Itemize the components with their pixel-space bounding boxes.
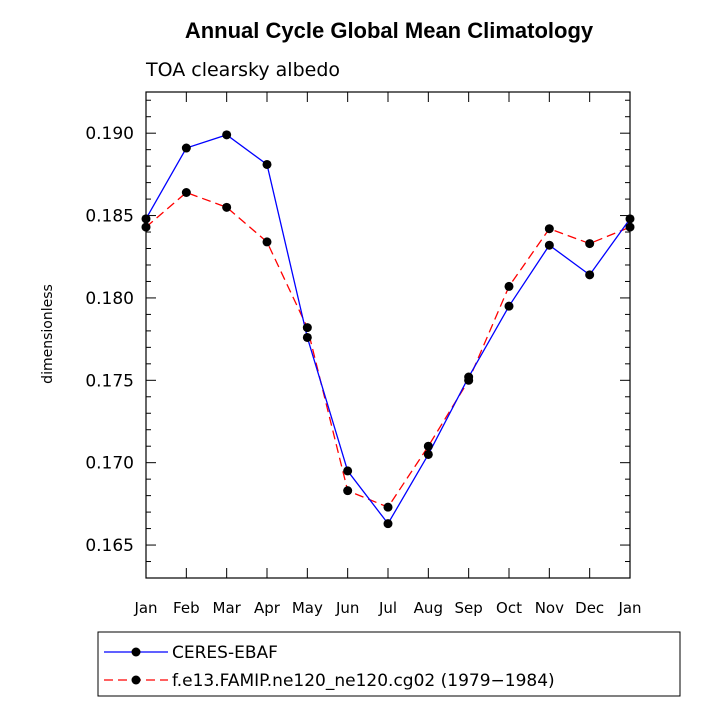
data-point <box>585 270 595 280</box>
data-point <box>544 224 554 234</box>
data-point <box>464 375 474 385</box>
chart-subtitle: TOA clearsky albedo <box>145 59 340 81</box>
y-tick-label: 0.180 <box>85 289 134 309</box>
x-tick-label: Dec <box>575 599 604 617</box>
x-tick-label: Mar <box>213 599 242 617</box>
data-point <box>423 441 433 451</box>
x-axis: Jan Feb Mar Apr May Jun Jul Aug Sep Oct Nov Dec Jan <box>133 92 642 617</box>
data-point <box>222 202 232 212</box>
data-point <box>302 323 312 333</box>
data-point <box>625 214 635 224</box>
data-point <box>181 143 191 153</box>
data-point <box>262 237 272 247</box>
data-point <box>383 502 393 512</box>
y-tick-label: 0.170 <box>85 454 134 474</box>
y-tick-label: 0.165 <box>85 536 134 556</box>
data-point <box>423 449 433 459</box>
data-point <box>181 187 191 197</box>
chart-title: Annual Cycle Global Mean Climatology <box>185 18 594 43</box>
y-axis: 0.165 0.170 0.175 0.180 0.185 0.190 <box>85 99 630 579</box>
data-point <box>504 281 514 291</box>
y-tick-label: 0.175 <box>85 371 134 391</box>
data-point <box>625 222 635 232</box>
series-layer <box>141 130 635 529</box>
x-tick-label: Jan <box>617 599 641 617</box>
x-tick-label: Apr <box>254 599 281 617</box>
data-point <box>383 519 393 529</box>
legend-marker <box>131 647 141 657</box>
data-point <box>585 239 595 249</box>
data-point <box>343 486 353 496</box>
legend-marker <box>131 675 141 685</box>
x-tick-label: Oct <box>496 599 522 617</box>
data-point <box>302 332 312 342</box>
legend-label: CERES-EBAF <box>172 643 278 663</box>
data-point <box>141 214 151 224</box>
series-line <box>145 134 631 525</box>
data-point <box>544 240 554 250</box>
y-tick-label: 0.190 <box>85 124 134 144</box>
series-line <box>145 191 631 508</box>
y-axis-label: dimensionless <box>40 284 56 384</box>
x-tick-label: Aug <box>414 599 443 617</box>
x-tick-label: Sep <box>455 599 483 617</box>
data-point <box>222 130 232 140</box>
x-tick-label: Nov <box>535 599 564 617</box>
y-tick-label: 0.185 <box>85 207 134 227</box>
data-point <box>262 159 272 169</box>
data-point <box>343 466 353 476</box>
x-tick-label: Jun <box>335 599 359 617</box>
data-point <box>141 222 151 232</box>
legend-label: f.e13.FAMIP.ne120_ne120.cg02 (1979−1984) <box>172 671 555 691</box>
legend-box <box>97 631 681 697</box>
x-tick-label: Feb <box>173 599 200 617</box>
x-tick-label: Jul <box>378 599 397 617</box>
data-point <box>504 301 514 311</box>
legend: CERES-EBAF f.e13.FAMIP.ne120_ne120.cg02 (… <box>104 643 555 691</box>
x-tick-label: May <box>292 599 323 617</box>
x-tick-label: Jan <box>133 599 157 617</box>
